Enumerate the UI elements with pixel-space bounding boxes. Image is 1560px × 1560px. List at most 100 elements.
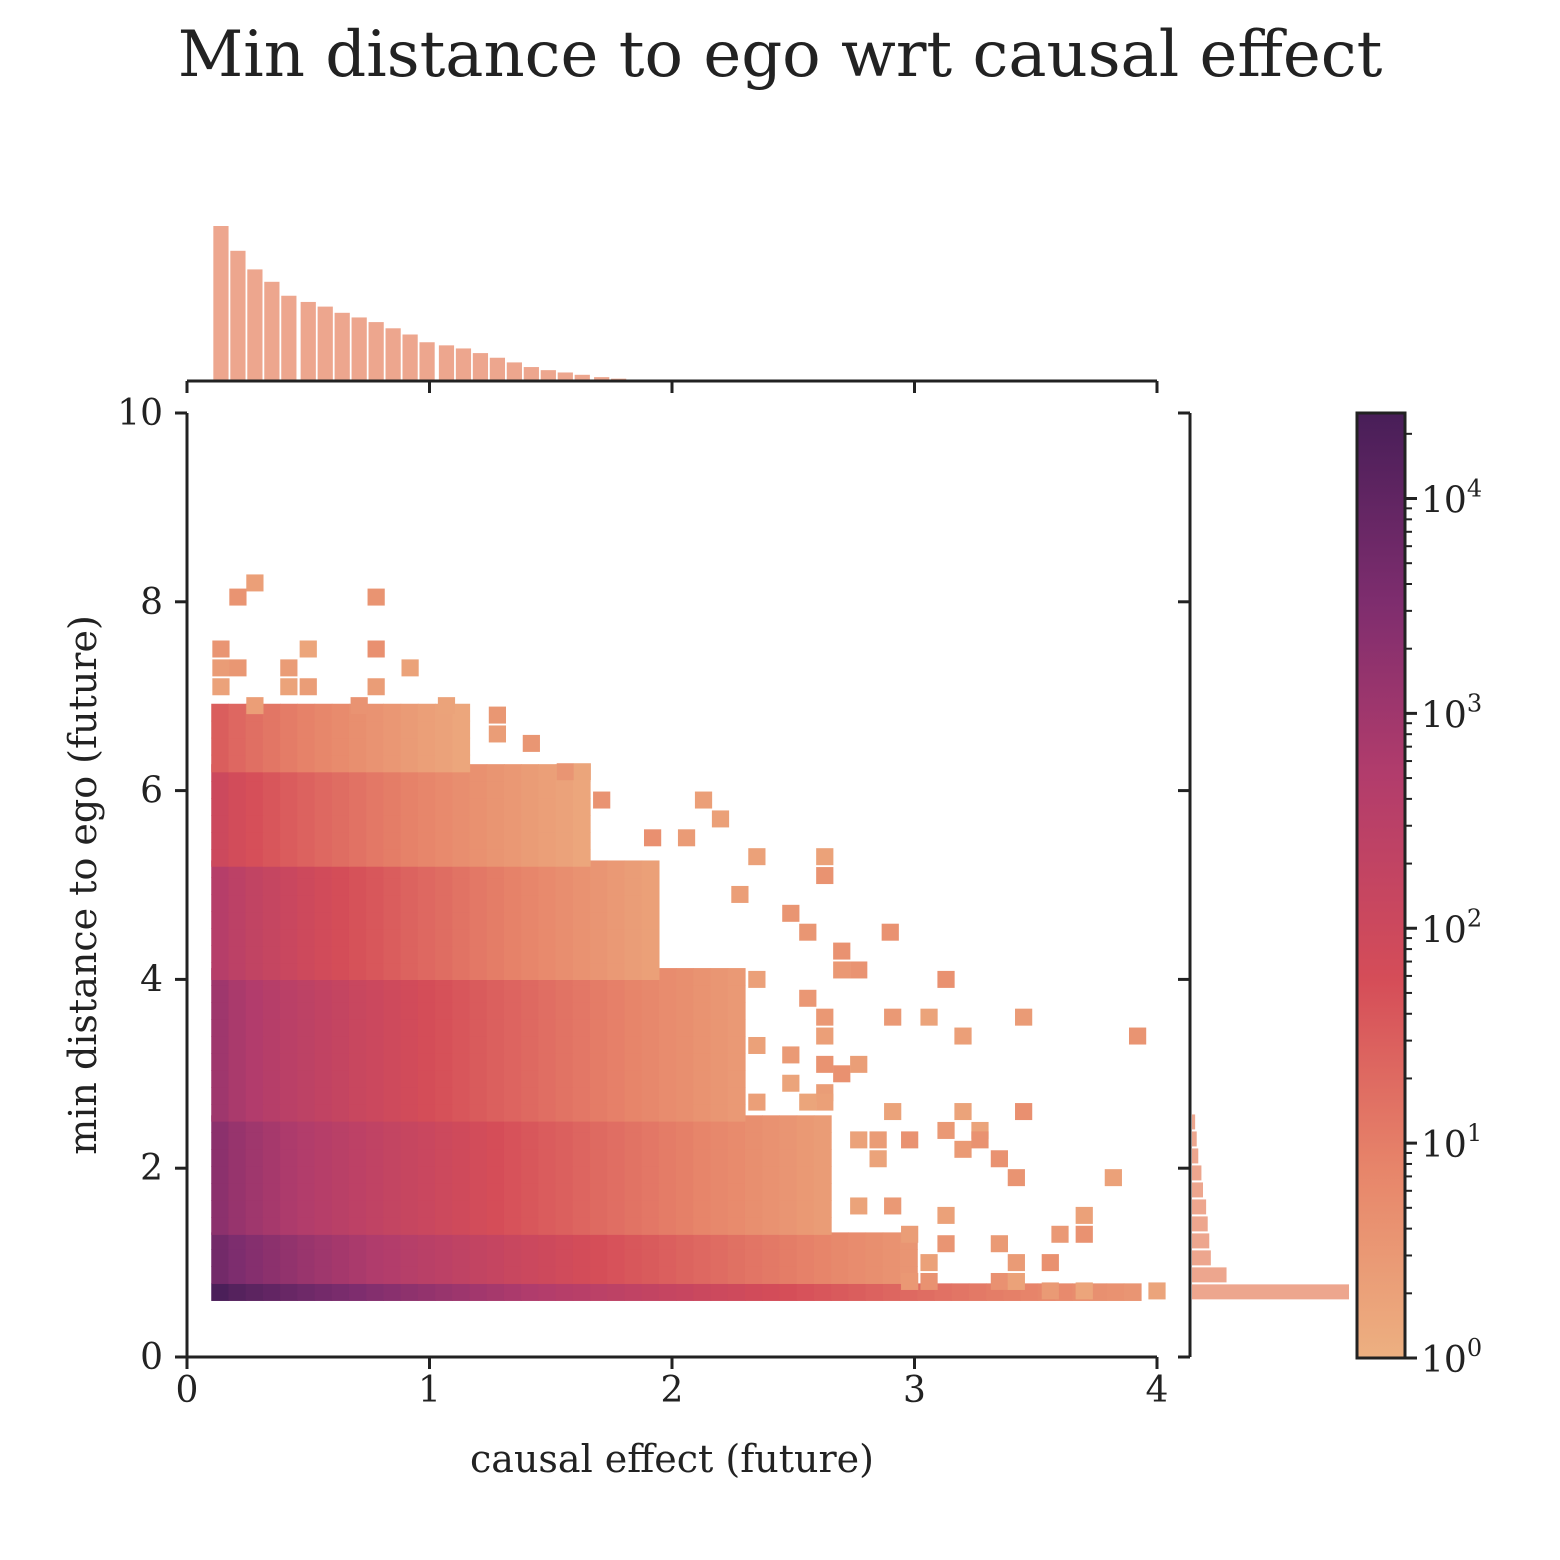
heatmap-cell	[624, 911, 643, 930]
heatmap-cell	[417, 877, 436, 896]
heatmap-cell	[228, 798, 247, 816]
heatmap-cell	[779, 1249, 798, 1267]
heatmap-cell	[555, 928, 574, 947]
heatmap-cell	[572, 798, 591, 816]
heatmap-cell	[366, 1200, 385, 1218]
heatmap-cell	[538, 1183, 557, 1201]
y-tick-label: 8	[140, 582, 163, 623]
heatmap-cell	[331, 877, 350, 896]
heatmap-cell	[280, 1036, 298, 1054]
heatmap-cell	[813, 1166, 832, 1184]
heatmap-cell	[280, 1132, 298, 1150]
heatmap-cell	[937, 1121, 955, 1139]
heatmap-cell	[676, 968, 694, 986]
heatmap-cell	[452, 1019, 471, 1037]
heatmap-cell	[624, 877, 643, 896]
y-tick-label: 4	[140, 959, 163, 1000]
heatmap-cell	[884, 1103, 902, 1121]
heatmap-cell	[813, 1266, 832, 1284]
heatmap-cell	[710, 1183, 729, 1201]
heatmap-cell	[383, 1283, 402, 1301]
heatmap-cell	[245, 928, 264, 947]
heatmap-cell	[488, 706, 507, 724]
heatmap-cell	[676, 1149, 694, 1167]
heatmap-cell	[435, 1149, 453, 1167]
heatmap-cell	[538, 1232, 557, 1250]
heatmap-cell	[280, 659, 298, 677]
heatmap-cell	[245, 1019, 264, 1037]
heatmap-cell	[555, 798, 574, 816]
heatmap-cell	[331, 911, 350, 930]
heatmap-cell	[710, 1019, 729, 1037]
heatmap-cell	[744, 1283, 763, 1301]
heatmap-cell	[314, 1104, 333, 1122]
heatmap-cell	[417, 1266, 436, 1284]
heatmap-cell	[641, 962, 660, 980]
marginal-y-bar	[1192, 1114, 1196, 1130]
heatmap-cell	[366, 703, 385, 722]
heatmap-cell	[297, 798, 316, 816]
heatmap-cell	[280, 1087, 298, 1105]
heatmap-cell	[710, 1232, 729, 1250]
heatmap-cell	[228, 985, 247, 1003]
heatmap-cell	[211, 1002, 230, 1020]
heatmap-cell	[469, 1070, 488, 1088]
heatmap-cell	[228, 945, 247, 964]
y-tick-label: 0	[140, 1337, 163, 1378]
heatmap-cell	[521, 985, 539, 1003]
heatmap-cell	[884, 1197, 902, 1215]
heatmap-cell	[486, 798, 505, 816]
heatmap-cell	[280, 1019, 298, 1037]
heatmap-cell	[435, 720, 453, 739]
heatmap-cell	[297, 1183, 316, 1201]
heatmap-cell	[262, 1149, 281, 1167]
heatmap-cell	[417, 737, 436, 756]
heatmap-cell	[607, 877, 626, 896]
heatmap-cell	[245, 798, 264, 816]
heatmap-cell	[693, 1183, 712, 1201]
heatmap-cell	[727, 1166, 746, 1184]
heatmap-cell	[366, 1217, 385, 1235]
heatmap-cell	[503, 877, 522, 896]
heatmap-cell	[452, 1036, 471, 1054]
heatmap-cell	[314, 1053, 333, 1071]
heatmap-cell	[435, 1283, 453, 1301]
heatmap-cell	[624, 1053, 643, 1071]
heatmap-cell	[658, 1266, 677, 1284]
heatmap-cell	[383, 754, 402, 773]
heatmap-cell	[937, 1235, 955, 1253]
heatmap-cell	[314, 928, 333, 947]
heatmap-cell	[727, 1132, 746, 1150]
heatmap-cell	[555, 1283, 574, 1301]
heatmap-cell	[990, 1272, 1008, 1290]
heatmap-cell	[937, 1206, 955, 1224]
heatmap-cell	[469, 1217, 488, 1235]
marginal-y-bar	[1192, 1250, 1211, 1266]
marginal-x-bar	[557, 372, 573, 381]
heatmap-cell	[228, 1087, 247, 1105]
heatmap-cell	[503, 1053, 522, 1071]
heatmap-cell	[228, 1002, 247, 1020]
heatmap-cell	[367, 640, 385, 658]
heatmap-cell	[990, 1150, 1008, 1168]
heatmap-cell	[297, 877, 316, 896]
heatmap-cell	[297, 720, 316, 739]
heatmap-cell	[297, 1200, 316, 1218]
heatmap-cell	[727, 1036, 746, 1054]
heatmap-cell	[417, 1183, 436, 1201]
heatmap-cell	[590, 1232, 608, 1250]
heatmap-cell	[676, 1019, 694, 1037]
heatmap-cell	[228, 1132, 247, 1150]
heatmap-cell	[367, 678, 385, 696]
heatmap-cell	[331, 798, 350, 816]
heatmap-cell	[245, 877, 264, 896]
heatmap-cell	[831, 1266, 849, 1284]
heatmap-cell	[262, 1232, 281, 1250]
heatmap-cell	[314, 1036, 333, 1054]
heatmap-cell	[488, 725, 507, 743]
heatmap-cell	[641, 1104, 660, 1122]
heatmap-cell	[782, 904, 800, 922]
heatmap-cell	[676, 1087, 694, 1105]
heatmap-cell	[366, 720, 385, 739]
heatmap-cell	[641, 1283, 660, 1301]
